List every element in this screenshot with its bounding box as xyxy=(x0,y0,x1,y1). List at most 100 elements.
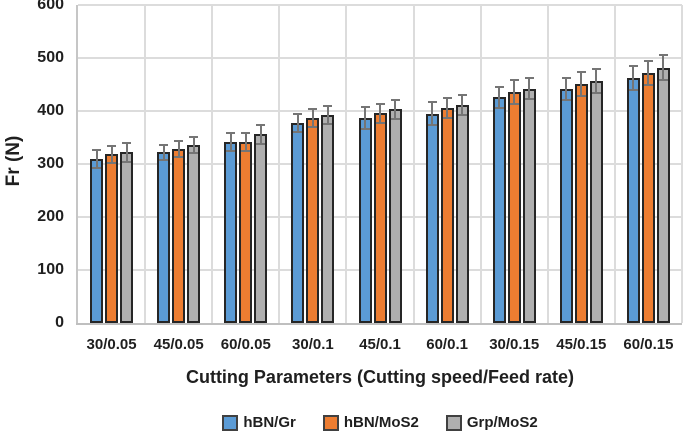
error-bar-Grp/MoS2-45/0.1 xyxy=(390,98,400,120)
error-bar-hBN/MoS2-30/0.1 xyxy=(308,108,318,129)
bar-Grp/MoS2-45/0.1 xyxy=(388,109,402,323)
gridline-x-4 xyxy=(345,5,348,323)
error-bar-cap-top xyxy=(360,106,370,109)
x-axis-title: Cutting Parameters (Cutting speed/Feed r… xyxy=(185,367,575,387)
error-bar-stem xyxy=(498,85,501,109)
error-bar-cap-top xyxy=(591,68,601,71)
x-tick-label-30/0.1: 30/0.1 xyxy=(292,336,334,353)
bar-hBN/Gr-60/0.05 xyxy=(224,142,238,323)
gridline-x-7 xyxy=(546,5,549,323)
error-bar-Grp/MoS2-30/0.05 xyxy=(122,141,132,163)
legend-label-hBN/MoS2: hBN/MoS2 xyxy=(343,414,419,431)
legend: hBN/Gr hBN/MoS2 Grp/MoS2 xyxy=(78,414,682,431)
legend-item-Grp/MoS2: Grp/MoS2 xyxy=(445,414,538,431)
error-bar-hBN/Gr-30/0.15 xyxy=(494,85,504,109)
x-tick-label-45/0.1: 45/0.1 xyxy=(359,336,401,353)
error-bar-cap-top xyxy=(457,94,467,97)
bar-hBN/Gr-60/0.1 xyxy=(425,113,439,323)
x-tick-label-45/0.05: 45/0.05 xyxy=(153,336,204,353)
legend-label-hBN/Gr: hBN/Gr xyxy=(243,414,296,431)
error-bar-Grp/MoS2-60/0.15 xyxy=(658,53,668,82)
error-bar-cap-top xyxy=(174,140,184,143)
y-tick-label: 300 xyxy=(37,155,64,172)
error-bar-stem xyxy=(95,148,98,169)
error-bar-cap-bottom xyxy=(92,166,102,169)
bar-Grp/MoS2-60/0.1 xyxy=(455,105,469,323)
bar-hBN/Gr-30/0.1 xyxy=(291,123,305,323)
error-bar-stem xyxy=(326,104,329,125)
error-bar-stem xyxy=(259,123,262,145)
error-bar-stem xyxy=(311,108,314,129)
bar-hBN/MoS2-45/0.1 xyxy=(373,113,387,323)
error-bar-hBN/Gr-30/0.1 xyxy=(293,113,303,134)
legend-swatch-hBN/Gr xyxy=(222,414,239,431)
error-bar-cap-bottom xyxy=(256,142,266,145)
bar-hBN/Gr-30/0.05 xyxy=(90,158,104,323)
bar-hBN/Gr-30/0.15 xyxy=(492,97,506,323)
y-tick-label: 200 xyxy=(37,208,64,225)
legend-swatch-Grp/MoS2 xyxy=(445,414,462,431)
gridline-x-2 xyxy=(211,5,214,323)
error-bar-hBN/Gr-60/0.05 xyxy=(226,132,236,153)
bar-hBN/MoS2-45/0.15 xyxy=(574,83,588,323)
error-bar-Grp/MoS2-60/0.1 xyxy=(457,94,467,117)
error-bar-cap-top xyxy=(293,113,303,116)
error-bar-hBN/MoS2-60/0.15 xyxy=(643,59,653,87)
error-bar-cap-top xyxy=(442,96,452,99)
bar-hBN/MoS2-30/0.05 xyxy=(105,154,119,323)
error-bar-stem xyxy=(647,59,650,87)
error-bar-cap-top xyxy=(390,98,400,101)
plot-area xyxy=(76,4,683,325)
error-bar-hBN/Gr-30/0.05 xyxy=(92,148,102,169)
x-tick-label-30/0.15: 30/0.15 xyxy=(489,336,540,353)
gridline-y-500 xyxy=(78,57,682,59)
error-bar-hBN/MoS2-60/0.1 xyxy=(442,96,452,119)
error-bar-cap-top xyxy=(561,77,571,80)
error-bar-cap-bottom xyxy=(658,79,668,82)
error-bar-stem xyxy=(565,77,568,102)
error-bar-hBN/MoS2-45/0.05 xyxy=(174,140,184,159)
legend-item-hBN/Gr: hBN/Gr xyxy=(222,414,296,431)
error-bar-cap-top xyxy=(524,77,534,80)
error-bar-stem xyxy=(162,143,165,161)
error-bar-hBN/MoS2-45/0.15 xyxy=(576,71,586,97)
error-bar-cap-bottom xyxy=(643,84,653,87)
error-bar-cap-top xyxy=(308,108,318,111)
error-bar-cap-top xyxy=(256,123,266,126)
legend-swatch-hBN/MoS2 xyxy=(322,414,339,431)
error-bar-stem xyxy=(364,106,366,130)
error-bar-stem xyxy=(125,141,128,163)
x-tick-label-60/0.15: 60/0.15 xyxy=(623,336,674,353)
error-bar-cap-bottom xyxy=(308,126,318,129)
bar-hBN/MoS2-30/0.15 xyxy=(507,91,521,323)
error-bar-hBN/MoS2-45/0.1 xyxy=(375,102,385,124)
error-bar-cap-bottom xyxy=(189,152,199,155)
bar-hBN/Gr-60/0.15 xyxy=(626,78,640,323)
bar-hBN/Gr-45/0.05 xyxy=(157,152,171,323)
error-bar-hBN/Gr-60/0.1 xyxy=(427,101,437,126)
error-bar-stem xyxy=(528,77,531,101)
bar-hBN/Gr-45/0.15 xyxy=(559,89,573,323)
error-bar-Grp/MoS2-45/0.05 xyxy=(189,136,199,155)
gridline-x-9 xyxy=(681,5,683,323)
legend-item-hBN/MoS2: hBN/MoS2 xyxy=(322,414,419,431)
error-bar-cap-top xyxy=(628,65,638,68)
error-bar-cap-top xyxy=(494,85,504,88)
bar-hBN/MoS2-45/0.05 xyxy=(172,149,186,323)
error-bar-stem xyxy=(595,68,598,94)
error-bar-hBN/Gr-60/0.15 xyxy=(628,65,638,91)
bar-Grp/MoS2-60/0.15 xyxy=(656,67,670,323)
y-axis-line xyxy=(76,5,78,323)
gridline-x-3 xyxy=(278,5,281,323)
y-tick-label: 600 xyxy=(37,0,64,13)
error-bar-Grp/MoS2-60/0.05 xyxy=(256,123,266,145)
error-bar-cap-bottom xyxy=(159,158,169,161)
gridline-x-6 xyxy=(479,5,482,323)
error-bar-cap-top xyxy=(107,144,117,147)
error-bar-stem xyxy=(513,79,516,105)
y-tick-label: 100 xyxy=(37,261,64,278)
error-bar-hBN/Gr-45/0.05 xyxy=(159,143,169,161)
bar-Grp/MoS2-60/0.05 xyxy=(254,134,268,323)
error-bar-stem xyxy=(461,94,464,117)
